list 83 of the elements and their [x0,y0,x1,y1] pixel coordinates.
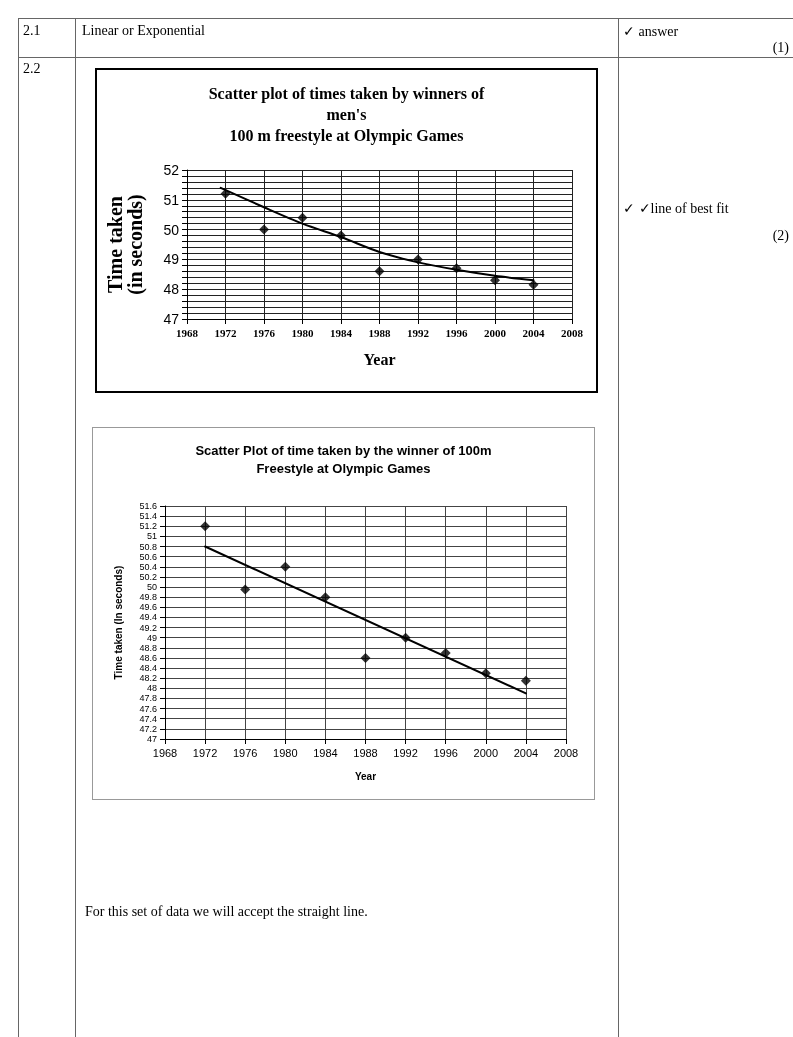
text: (2) [772,228,789,244]
text: Linear or Exponential [82,23,205,39]
text: ✓ ✓line of best fit [623,200,729,217]
text: For this set of data we will accept the straight line. [85,904,368,920]
y-tick-label: 48.6 [139,652,157,663]
y-tick-label: 47.6 [139,703,157,714]
point [520,675,531,686]
x-tick-label: 1996 [445,326,468,339]
point [220,188,231,199]
point [440,647,451,658]
y-tick-label: 50.8 [139,541,157,552]
y-axis-title: Time taken (In seconds) [112,565,124,680]
point [451,263,462,274]
x-tick-label: 1996 [433,746,458,759]
y-tick-label: 49.8 [139,592,157,603]
y-tick-label: 48.8 [139,642,157,653]
x-tick-label: 1992 [393,746,418,759]
y-tick-label: 49.4 [139,612,157,623]
x-tick-label: 2000 [484,326,507,339]
x-tick-label: 2004 [513,746,539,759]
x-tick-label: 1988 [353,746,378,759]
point [528,279,539,290]
chart-title: Scatter plot of times taken by winners of men's 100 m freestyle at Olympic Games [208,85,486,145]
x-tick-label: 1992 [407,326,430,339]
point [374,266,385,277]
y-tick-label: 47.8 [139,693,157,704]
y-tick-label: 49 [163,251,180,268]
y-tick-label: 50.6 [139,551,157,562]
y-tick-label: 50.2 [139,571,157,582]
x-tick-label: 1968 [152,746,178,759]
point [240,584,251,595]
y-tick-label: 50 [163,221,180,238]
x-tick-label: 1980 [291,326,314,339]
x-tick-label: 2004 [522,326,545,339]
x-tick-label: 1972 [192,746,218,759]
text: ✓ answer [623,23,679,40]
y-tick-label: 49.2 [139,622,157,633]
y-tick-label: 48 [146,683,157,694]
x-tick-label: 1976 [253,326,276,339]
text: 2.2 [23,61,41,77]
y-tick-label: 51.4 [139,511,157,522]
point [200,521,211,532]
y-tick-label: 50 [146,582,157,593]
y-tick-label: 48.2 [139,673,157,684]
x-tick-label: 1984 [313,746,338,759]
x-tick-label: 1972 [214,326,237,339]
y-tick-label: 47 [146,734,157,744]
y-tick-label: 51 [146,531,157,542]
x-tick-label: 1980 [273,746,298,759]
y-tick-label: 52 [163,162,180,178]
point [336,230,346,241]
text: 2.1 [23,23,41,39]
point [490,275,500,286]
y-tick-label: 48 [163,281,180,298]
point [400,632,411,643]
point [259,224,269,235]
x-tick-label: 2008 [561,326,584,339]
x-tick-label: 1976 [232,746,258,759]
y-tick-label: 47 [163,311,180,327]
y-tick-label: 51.2 [139,521,157,532]
y-tick-label: 49 [146,632,157,643]
y-tick-label: 51 [163,191,180,208]
x-axis-title: Year [354,770,377,782]
point [280,561,291,572]
y-tick-label: 48.4 [139,663,157,674]
y-tick-label: 51.6 [139,501,157,511]
x-tick-label: 2008 [553,746,579,759]
y-tick-label: 49.6 [139,602,157,613]
chart-title: Scatter Plot of time taken by the winner of 100m Freestyle at Olympic Games [195,442,492,476]
x-tick-label: 2000 [473,746,499,759]
text: (1) [772,40,789,56]
y-tick-label: 50.4 [139,561,157,572]
point [480,668,491,679]
y-tick-label: 47.4 [139,713,157,724]
point [413,254,423,265]
x-tick-label: 1988 [368,326,391,339]
point [297,212,308,223]
y-axis-title: Time taken (in seconds) [104,194,147,295]
y-tick-label: 47.2 [139,723,157,734]
point [360,652,371,663]
x-tick-label: 1968 [176,326,199,339]
x-tick-label: 1984 [330,326,353,339]
x-axis-title: Year [363,350,396,368]
